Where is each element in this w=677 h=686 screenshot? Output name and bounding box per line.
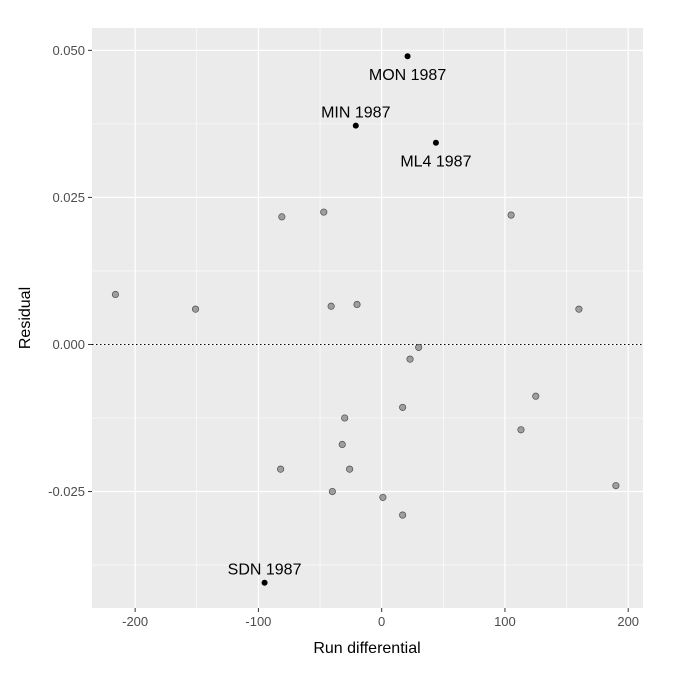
y-tick-label: 0.050 xyxy=(52,43,85,58)
data-point xyxy=(399,403,407,411)
data-point xyxy=(346,465,354,473)
x-axis-ticks: -200 -100 0 100 200 xyxy=(122,608,639,629)
data-point xyxy=(341,414,349,422)
minor-gridlines xyxy=(92,28,643,608)
data-point xyxy=(517,426,525,434)
data-point xyxy=(191,305,200,313)
plot-panel xyxy=(92,28,643,608)
data-point xyxy=(575,305,583,313)
y-tick-label: -0.025 xyxy=(48,484,85,499)
x-tick-label: 0 xyxy=(378,614,385,629)
highlighted-point xyxy=(261,579,268,586)
data-point xyxy=(379,493,387,501)
x-tick-label: 200 xyxy=(617,614,639,629)
major-gridlines xyxy=(92,28,643,608)
data-point xyxy=(415,343,423,351)
data-point xyxy=(327,302,335,310)
data-point xyxy=(278,213,286,221)
data-point xyxy=(338,440,346,449)
data-point xyxy=(353,300,361,309)
highlighted-point xyxy=(404,53,411,60)
highlighted-point xyxy=(432,139,439,146)
highlighted-point xyxy=(352,122,359,129)
y-axis-ticks: -0.025 0.000 0.025 0.050 xyxy=(48,43,92,499)
x-axis-title: Run differential xyxy=(313,640,420,657)
data-point xyxy=(406,355,414,363)
data-point xyxy=(507,211,515,219)
point-label: SDN 1987 xyxy=(228,562,302,579)
data-points xyxy=(111,53,620,586)
data-point xyxy=(320,208,328,216)
x-tick-label: 100 xyxy=(494,614,516,629)
x-tick-label: -100 xyxy=(245,614,271,629)
point-label: MON 1987 xyxy=(369,67,446,84)
y-tick-label: 0.000 xyxy=(52,337,85,352)
point-labels: MON 1987 MIN 1987 ML4 1987 SDN 1987 xyxy=(228,67,472,578)
data-point xyxy=(532,392,540,400)
y-tick-label: 0.025 xyxy=(52,190,85,205)
point-label: MIN 1987 xyxy=(321,105,390,122)
point-label: ML4 1987 xyxy=(400,154,471,171)
data-point xyxy=(399,511,407,519)
y-axis-title: Residual xyxy=(17,287,34,349)
data-point xyxy=(612,482,620,490)
x-tick-label: -200 xyxy=(122,614,148,629)
data-point xyxy=(277,465,285,473)
data-point xyxy=(328,487,336,496)
data-point xyxy=(111,290,119,299)
